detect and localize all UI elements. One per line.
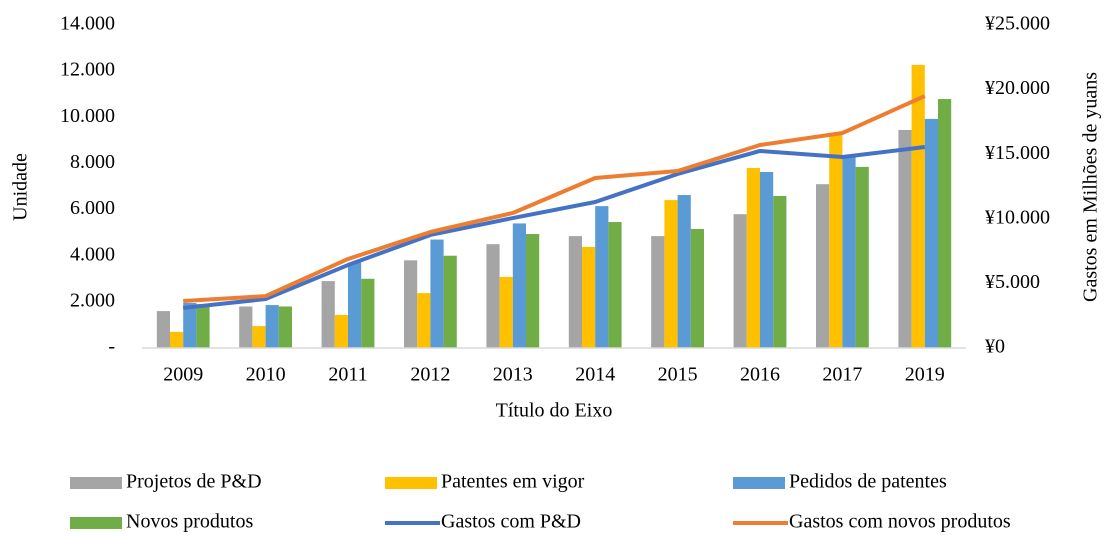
y-tick-label: 12.000 — [60, 59, 115, 81]
y-tick-label: 2.000 — [70, 289, 115, 311]
bar — [733, 214, 747, 348]
bar — [855, 166, 869, 348]
bar — [816, 184, 830, 348]
legend-label: Projetos de P&D — [126, 471, 262, 493]
y2-tick-label: ¥10.000 — [985, 206, 1050, 228]
y2-tick-label: ¥25.000 — [985, 13, 1050, 35]
legend-swatch — [733, 477, 785, 489]
bar — [595, 206, 609, 348]
bar — [924, 118, 938, 348]
bar — [526, 234, 540, 348]
bar — [183, 303, 197, 348]
bar — [265, 305, 279, 348]
y2-tick-label: ¥5.000 — [985, 271, 1040, 293]
bar — [760, 171, 774, 348]
bar — [334, 315, 348, 348]
x-tick-label: 2019 — [905, 364, 945, 386]
bar — [252, 326, 266, 348]
bar — [512, 223, 526, 348]
bar — [829, 133, 843, 348]
bar — [156, 311, 170, 348]
bar — [746, 168, 760, 348]
bar — [651, 236, 665, 348]
bar — [690, 228, 704, 348]
legend-swatch — [70, 517, 122, 529]
x-tick-label: 2010 — [246, 364, 286, 386]
x-tick-label: 2011 — [328, 364, 367, 386]
y2-tick-label: ¥20.000 — [985, 77, 1050, 99]
bar — [239, 306, 253, 348]
y-tick-label: 6.000 — [70, 197, 115, 219]
bar — [568, 236, 582, 348]
legend-swatch — [70, 477, 122, 489]
bar — [278, 306, 292, 348]
bar — [938, 99, 952, 348]
y-axis-title: Unidade — [10, 153, 32, 221]
bar — [911, 64, 925, 348]
x-tick-label: 2015 — [658, 364, 698, 386]
legend-label: Novos produtos — [126, 511, 253, 533]
bar — [486, 244, 500, 348]
y2-axis-title: Gastos em Milhões de yuans — [1080, 72, 1102, 302]
x-tick-label: 2017 — [822, 364, 862, 386]
y-tick-label: 4.000 — [70, 243, 115, 265]
bar — [321, 281, 335, 348]
bar — [773, 195, 787, 348]
bar — [677, 195, 691, 348]
y-tick-label: - — [108, 336, 115, 358]
line-series — [183, 94, 926, 303]
legend-swatch — [385, 477, 437, 489]
x-tick-label: 2014 — [575, 364, 615, 386]
bar — [348, 262, 362, 348]
bar — [361, 278, 375, 348]
bar — [170, 331, 184, 348]
bar — [430, 239, 444, 348]
y2-tick-label: ¥15.000 — [985, 142, 1050, 164]
bar — [499, 276, 513, 348]
x-tick-label: 2016 — [740, 364, 780, 386]
x-axis-title: Título do Eixo — [496, 400, 613, 422]
bar — [608, 222, 622, 348]
y-tick-label: 14.000 — [60, 13, 115, 35]
bar — [842, 156, 856, 348]
y-tick-label: 10.000 — [60, 105, 115, 127]
x-tick-label: 2009 — [163, 364, 203, 386]
legend-label: Gastos com P&D — [441, 511, 581, 533]
y-tick-label: 8.000 — [70, 151, 115, 173]
bar — [443, 255, 457, 348]
y2-tick-label: ¥0 — [985, 336, 1005, 358]
legend-label: Pedidos de patentes — [789, 471, 947, 493]
legend-label: Gastos com novos produtos — [789, 511, 1011, 533]
legend-label: Patentes em vigor — [441, 471, 585, 493]
x-tick-label: 2012 — [410, 364, 450, 386]
bar — [582, 246, 596, 348]
bar — [898, 129, 912, 348]
line-series — [182, 144, 926, 310]
bar — [664, 200, 678, 348]
bar — [196, 304, 210, 348]
bar — [404, 260, 418, 348]
bar — [417, 293, 431, 348]
x-tick-label: 2013 — [493, 364, 533, 386]
